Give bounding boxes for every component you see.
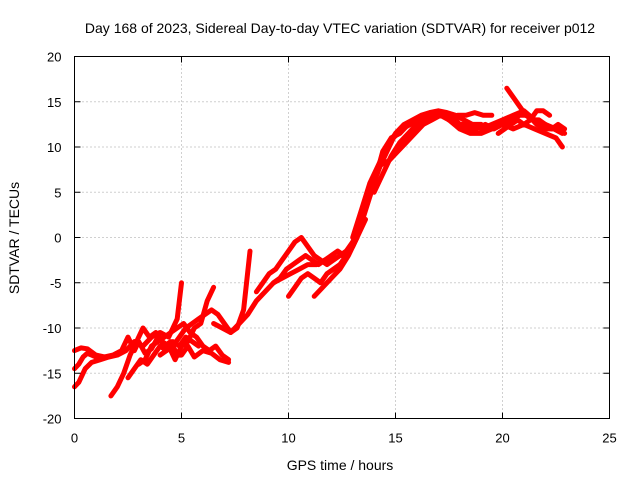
chart-title: Day 168 of 2023, Sidereal Day-to-day VTE… bbox=[85, 20, 595, 36]
data-series bbox=[72, 85, 568, 399]
y-axis-label: SDTVAR / TECUs bbox=[6, 182, 22, 294]
y-tick-label: 15 bbox=[47, 95, 61, 110]
series-line-20 bbox=[495, 108, 553, 136]
y-tick-label: 20 bbox=[47, 50, 61, 65]
series-line-9 bbox=[253, 235, 356, 295]
grid bbox=[74, 56, 610, 419]
y-tick-label: 10 bbox=[47, 140, 61, 155]
series-line-17 bbox=[414, 110, 565, 150]
y-tick-label: 5 bbox=[54, 185, 61, 200]
x-tick-label: 20 bbox=[495, 431, 509, 446]
x-tick-label: 5 bbox=[178, 431, 185, 446]
x-axis-label: GPS time / hours bbox=[287, 457, 394, 473]
y-tick-label: -15 bbox=[43, 366, 62, 381]
y-tick-label: -5 bbox=[50, 276, 62, 291]
series-line-6 bbox=[136, 321, 232, 367]
x-tick-label: 15 bbox=[388, 431, 402, 446]
x-tick-label: 0 bbox=[71, 431, 78, 446]
y-tick-label: -10 bbox=[43, 321, 62, 336]
y-tick-label: 0 bbox=[54, 231, 61, 246]
x-tick-label: 10 bbox=[281, 431, 295, 446]
axis-ticks: 0 5 10 15 20 25 -20 -15 -10 -5 0 5 10 15 20 bbox=[43, 50, 617, 446]
series-line-15 bbox=[360, 110, 495, 209]
series-line-3 bbox=[72, 350, 99, 372]
series-line-19 bbox=[504, 85, 568, 132]
x-tick-label: 25 bbox=[602, 431, 616, 446]
y-tick-label: -20 bbox=[43, 412, 62, 427]
